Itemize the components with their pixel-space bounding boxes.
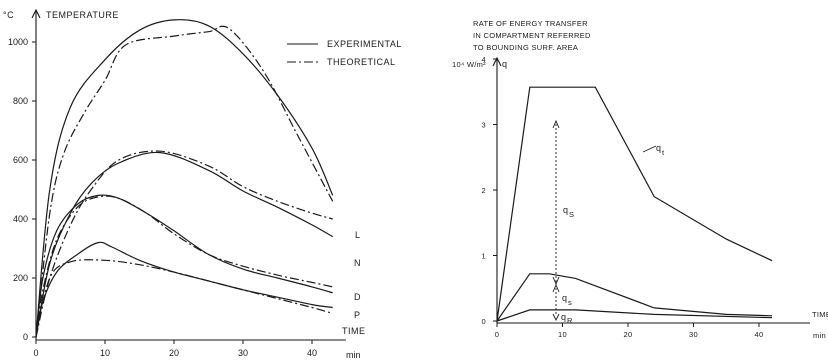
y-tick-label: 400 bbox=[13, 214, 28, 224]
x-ticks: 0 10 20 30 40 bbox=[495, 323, 764, 339]
energy-rate-chart: RATE OF ENERGY TRANSFER IN COMPARTMENT R… bbox=[452, 19, 828, 340]
x-tick-label: 10 bbox=[100, 348, 110, 358]
annotation-qs-letter: q bbox=[562, 293, 568, 303]
y-ticks: 0 1 2 3 4 bbox=[482, 55, 497, 326]
series-l-experimental-line bbox=[35, 19, 334, 338]
y-tick-label: 1000 bbox=[8, 37, 28, 47]
axes bbox=[496, 58, 810, 324]
annotation-qs-sub: s bbox=[568, 298, 572, 307]
series-label-n: N bbox=[354, 258, 361, 268]
series-label-p: P bbox=[354, 310, 361, 320]
legend: EXPERIMENTAL THEORETICAL bbox=[287, 39, 402, 67]
series-p-experimental-line bbox=[35, 241, 333, 338]
annotation-qR-sub: R bbox=[567, 316, 573, 325]
x-tick-label: 30 bbox=[689, 330, 698, 339]
annotation-qt-sub: t bbox=[662, 148, 665, 157]
annotation-qS: q S bbox=[563, 205, 574, 219]
legend-label-theoretical: THEORETICAL bbox=[327, 57, 396, 67]
series-l-theoretical-line bbox=[35, 25, 334, 338]
x-tick-label: 20 bbox=[169, 348, 179, 358]
chart-title: TEMPERATURE bbox=[46, 10, 119, 20]
chart-title-line-3: TO BOUNDING SURF. AREA bbox=[473, 43, 578, 52]
y-axis-label: q bbox=[502, 59, 508, 69]
annotation-qt-letter: q bbox=[656, 143, 662, 153]
y-tick-label: 4 bbox=[482, 55, 486, 64]
y-unit-label: 10⁴ W/m² bbox=[452, 60, 486, 69]
y-tick-label: 1 bbox=[482, 252, 486, 261]
series-qR-line bbox=[496, 309, 773, 322]
series-qs-line bbox=[496, 273, 773, 322]
series-lines bbox=[496, 86, 773, 322]
series-label-d: D bbox=[354, 292, 361, 302]
x-tick-label: 0 bbox=[33, 348, 38, 358]
x-tick-label: 0 bbox=[495, 330, 499, 339]
series-n-theoretical-line bbox=[35, 150, 333, 338]
q-components-arrows bbox=[552, 119, 560, 322]
y-tick-label: 800 bbox=[13, 96, 28, 106]
chart-title-line-2: IN COMPARTMENT REFERRED bbox=[473, 31, 591, 40]
annotation-qt-leader bbox=[642, 145, 657, 153]
annotation-qt: q t bbox=[642, 143, 665, 157]
series-label-l: L bbox=[355, 230, 361, 240]
y-ticks: 0 200 400 600 800 1000 bbox=[8, 37, 36, 342]
x-ticks: 0 10 20 30 40 bbox=[33, 340, 317, 358]
y-tick-label: 0 bbox=[23, 332, 28, 342]
annotation-qR: q R bbox=[561, 312, 573, 325]
y-tick-label: 200 bbox=[13, 273, 28, 283]
x-unit-label: min bbox=[346, 350, 361, 360]
series-qt-line bbox=[496, 86, 773, 322]
series-d-experimental-line bbox=[35, 194, 333, 338]
y-tick-label: 2 bbox=[482, 186, 486, 195]
chart-title-line-1: RATE OF ENERGY TRANSFER bbox=[473, 19, 588, 28]
annotation-qS-letter: q bbox=[563, 205, 569, 215]
x-tick-label: 40 bbox=[307, 348, 317, 358]
x-tick-label: 30 bbox=[238, 348, 248, 358]
y-tick-label: 600 bbox=[13, 155, 28, 165]
y-tick-label: 3 bbox=[482, 121, 486, 130]
x-tick-label: 10 bbox=[558, 330, 567, 339]
axes bbox=[35, 10, 346, 341]
temperature-chart: °C TEMPERATURE 0 200 400 600 800 1000 0 10 20 30… bbox=[3, 8, 402, 360]
x-unit-label: min bbox=[813, 331, 826, 340]
legend-label-experimental: EXPERIMENTAL bbox=[327, 39, 402, 49]
y-axis-arrow bbox=[492, 56, 502, 67]
x-tick-label: 40 bbox=[755, 330, 764, 339]
y-unit-label: °C bbox=[3, 10, 14, 20]
annotation-qs: q s bbox=[562, 293, 572, 307]
annotation-qR-letter: q bbox=[561, 312, 567, 322]
x-tick-label: 20 bbox=[624, 330, 633, 339]
annotation-qS-sub: S bbox=[569, 210, 574, 219]
arrow-heads-qs bbox=[552, 283, 560, 322]
y-tick-label: 0 bbox=[482, 317, 486, 326]
series-n-experimental-line bbox=[35, 151, 334, 338]
series-p-theoretical-line bbox=[35, 259, 333, 338]
y-axis-arrow bbox=[31, 8, 41, 19]
series-d-theoretical-line bbox=[35, 195, 333, 338]
time-label: TIME bbox=[812, 310, 828, 319]
series-lines bbox=[35, 19, 334, 338]
time-label: TIME bbox=[342, 326, 366, 336]
